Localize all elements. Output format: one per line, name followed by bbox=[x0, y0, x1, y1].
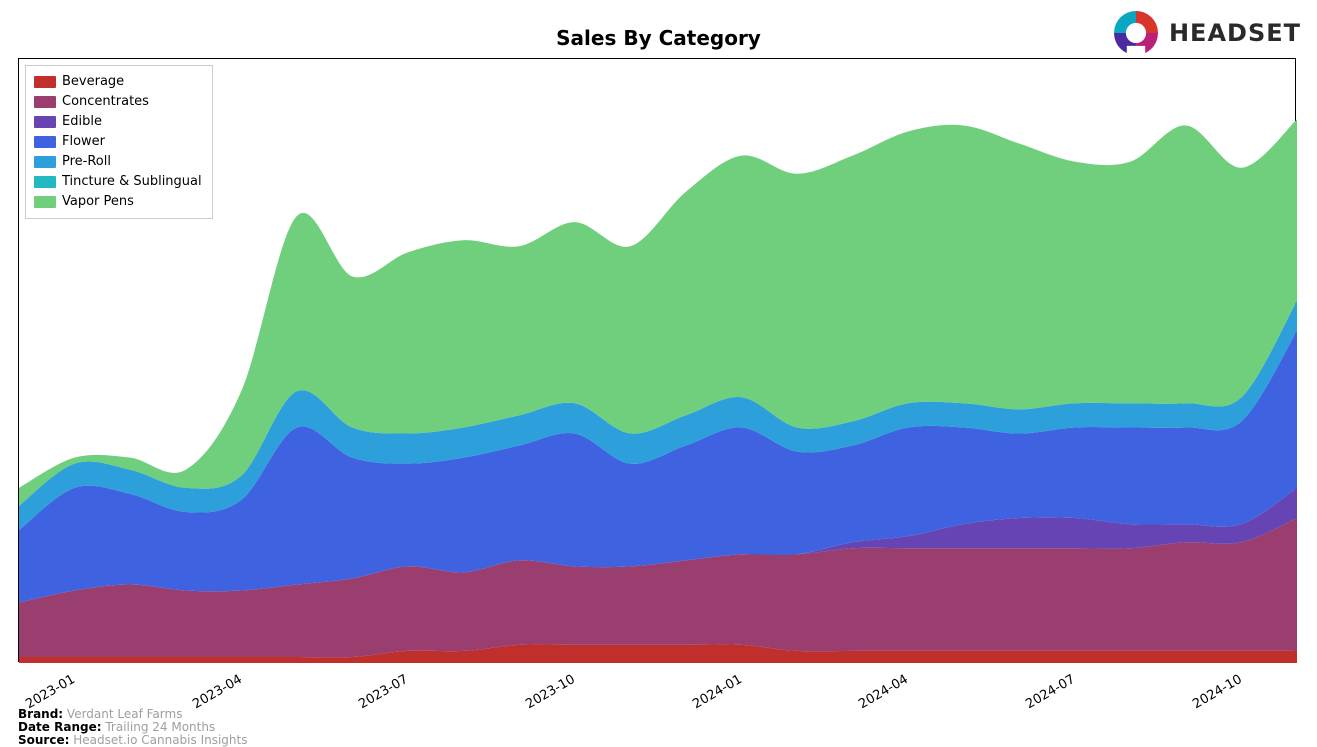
legend-item: Pre-Roll bbox=[34, 152, 202, 172]
legend-swatch bbox=[34, 136, 56, 148]
x-tick-label: 2024-01 bbox=[690, 672, 745, 712]
footer-brand-value: Verdant Leaf Farms bbox=[67, 707, 183, 721]
legend-label: Pre-Roll bbox=[62, 152, 111, 172]
footer-range-key: Date Range: bbox=[18, 720, 102, 734]
x-tick-label: 2024-04 bbox=[857, 672, 912, 712]
legend-swatch bbox=[34, 176, 56, 188]
headset-logo-icon bbox=[1113, 10, 1159, 56]
footer-source-row: Source: Headset.io Cannabis Insights bbox=[18, 734, 247, 747]
legend-item: Vapor Pens bbox=[34, 192, 202, 212]
legend-swatch bbox=[34, 76, 56, 88]
legend-item: Tincture & Sublingual bbox=[34, 172, 202, 192]
legend-label: Tincture & Sublingual bbox=[62, 172, 202, 192]
x-tick-label: 2024-10 bbox=[1190, 672, 1245, 712]
page-root: Sales By Category HEADSET BeverageConcen… bbox=[0, 0, 1317, 747]
legend-item: Flower bbox=[34, 132, 202, 152]
footer-source-value: Headset.io Cannabis Insights bbox=[73, 733, 247, 747]
legend-swatch bbox=[34, 156, 56, 168]
legend-label: Edible bbox=[62, 112, 102, 132]
legend-swatch bbox=[34, 96, 56, 108]
legend-item: Concentrates bbox=[34, 92, 202, 112]
footer-range-value: Trailing 24 Months bbox=[105, 720, 215, 734]
legend: BeverageConcentratesEdibleFlowerPre-Roll… bbox=[25, 65, 213, 219]
headset-logo: HEADSET bbox=[1113, 10, 1301, 56]
footer-source-key: Source: bbox=[18, 733, 69, 747]
legend-label: Beverage bbox=[62, 72, 124, 92]
legend-label: Flower bbox=[62, 132, 105, 152]
legend-item: Beverage bbox=[34, 72, 202, 92]
x-tick-label: 2023-07 bbox=[357, 672, 412, 712]
legend-label: Vapor Pens bbox=[62, 192, 134, 212]
plot-area: BeverageConcentratesEdibleFlowerPre-Roll… bbox=[18, 58, 1296, 662]
legend-swatch bbox=[34, 196, 56, 208]
x-tick-label: 2023-10 bbox=[523, 672, 578, 712]
headset-logo-text: HEADSET bbox=[1169, 19, 1301, 47]
x-tick-label: 2024-07 bbox=[1023, 672, 1078, 712]
chart-footer: Brand: Verdant Leaf Farms Date Range: Tr… bbox=[18, 708, 247, 747]
legend-label: Concentrates bbox=[62, 92, 149, 112]
footer-brand-key: Brand: bbox=[18, 707, 63, 721]
legend-swatch bbox=[34, 116, 56, 128]
x-tick-label: 2023-04 bbox=[190, 672, 245, 712]
legend-item: Edible bbox=[34, 112, 202, 132]
